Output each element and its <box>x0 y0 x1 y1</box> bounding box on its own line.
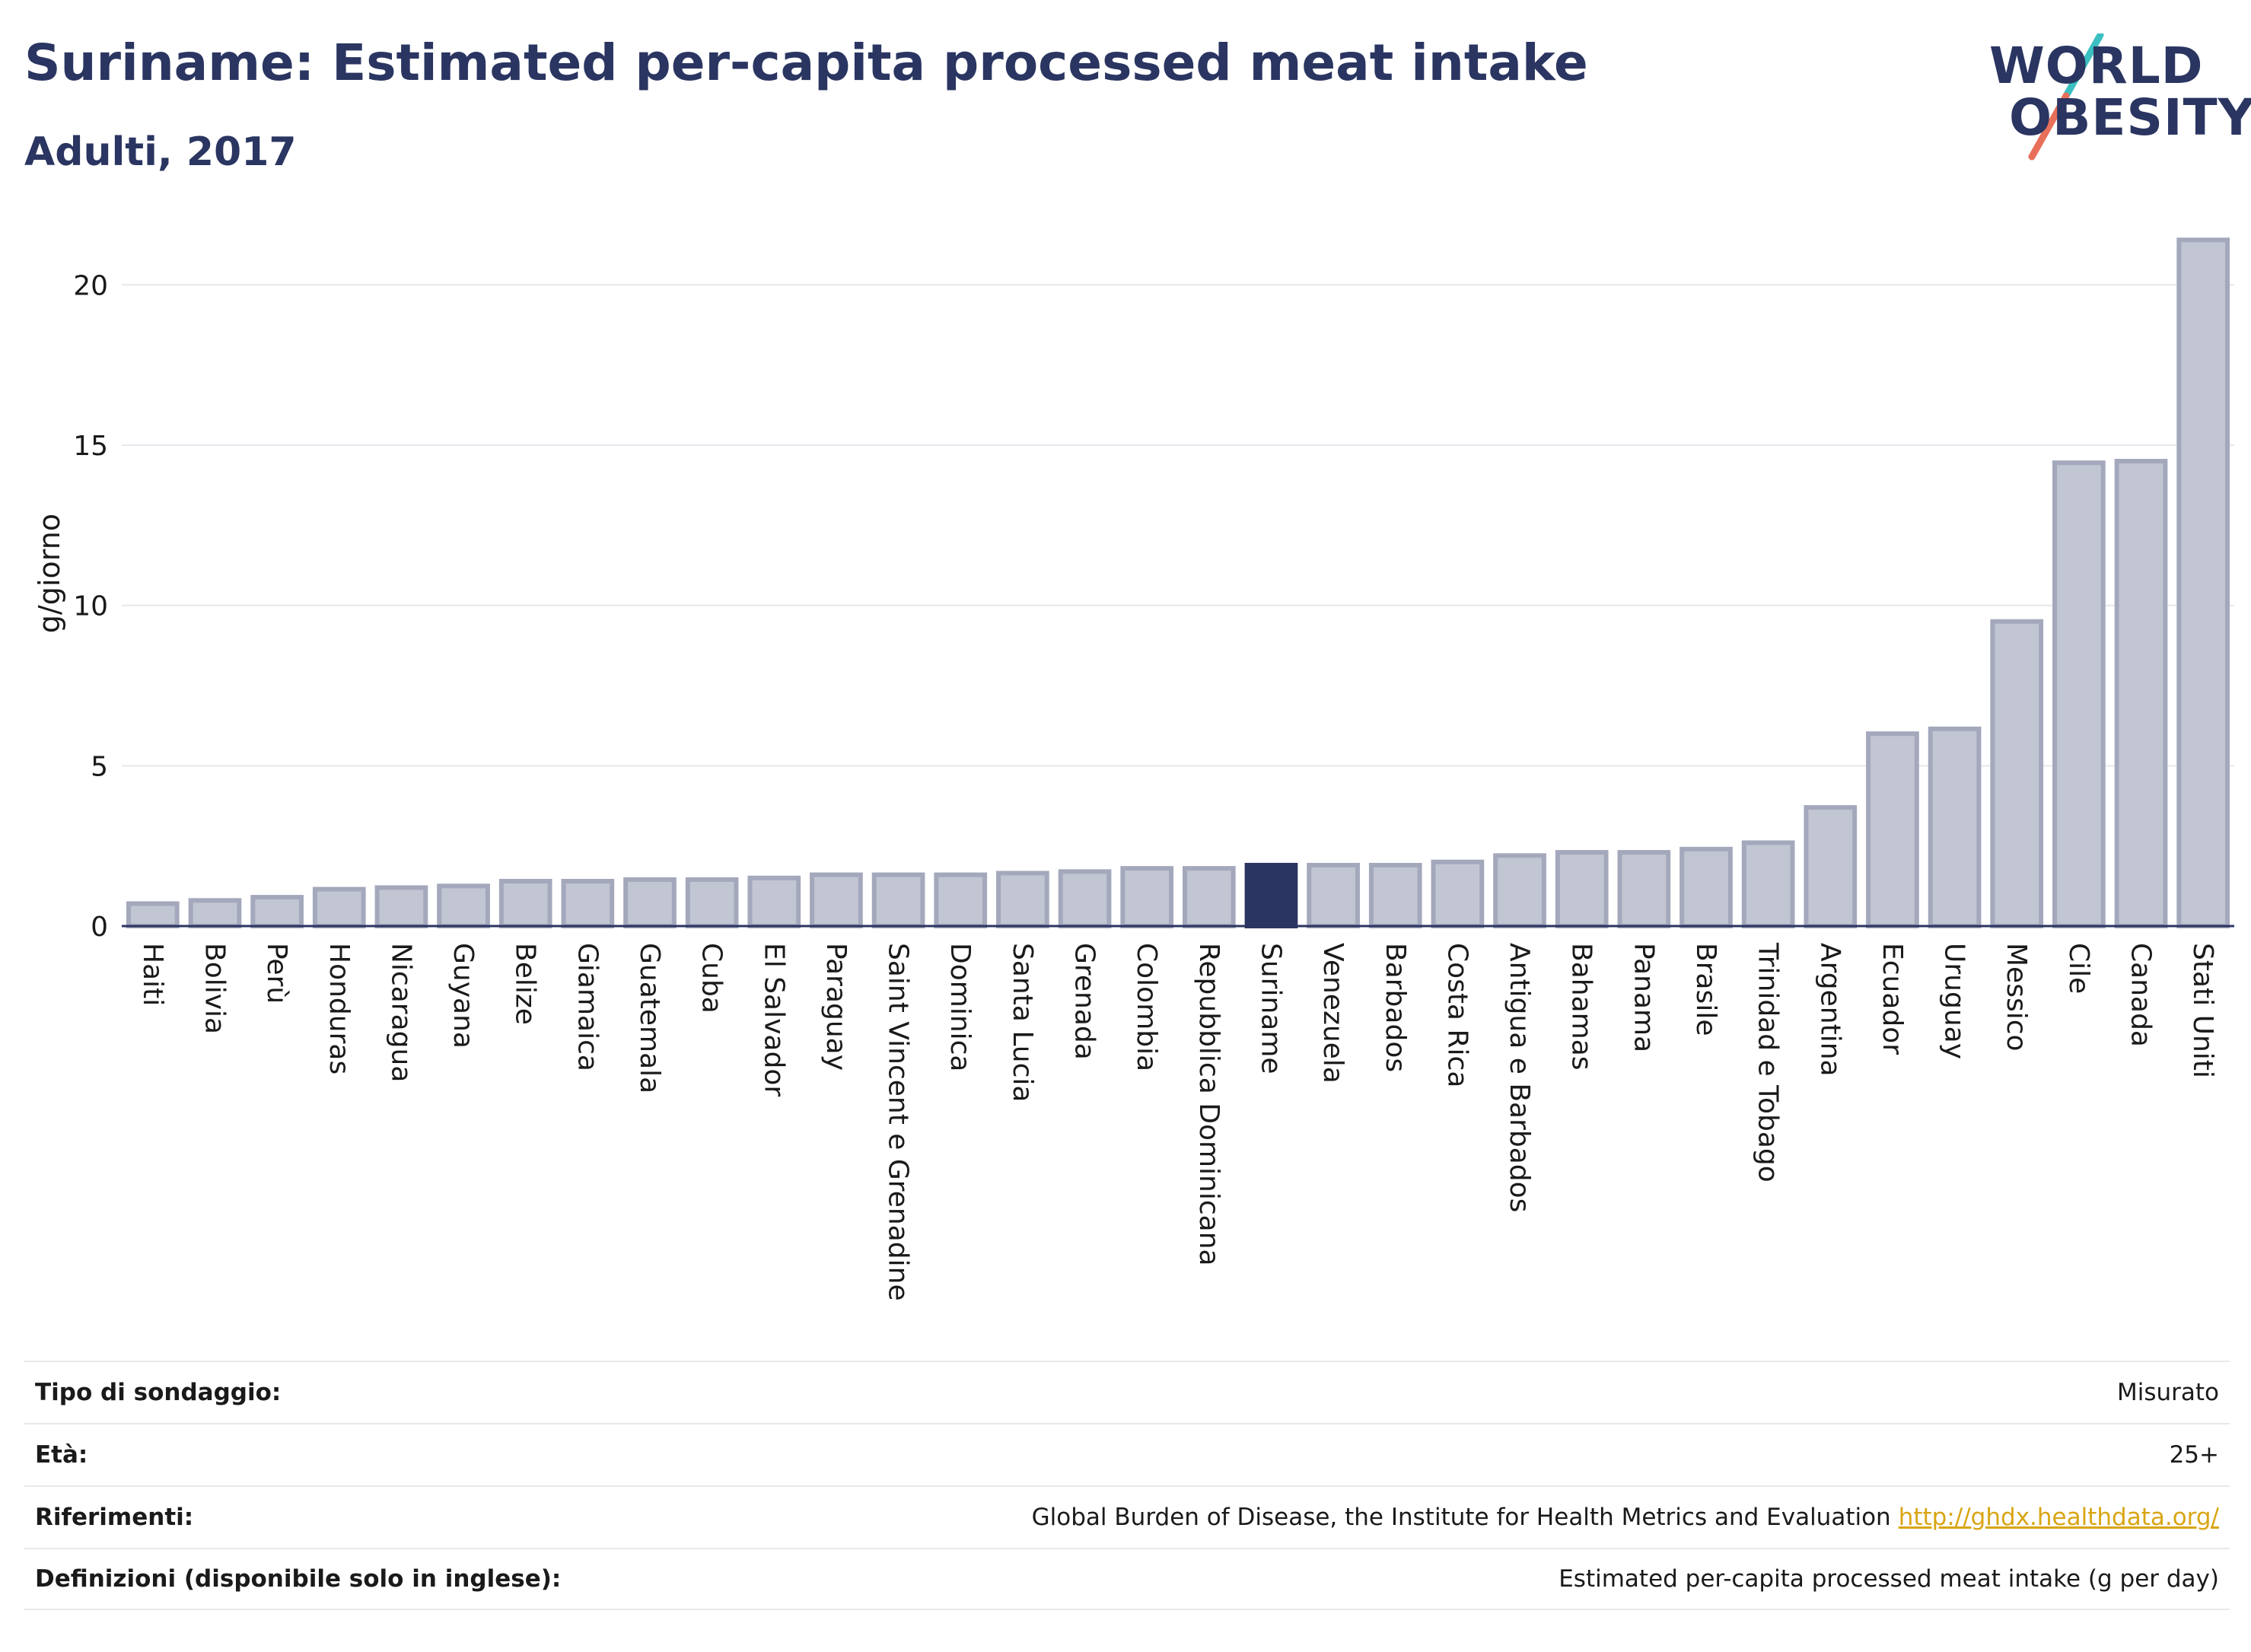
x-tick-label: El Salvador <box>758 943 789 1097</box>
bar <box>188 898 242 928</box>
bar <box>1493 853 1546 928</box>
bar <box>747 875 801 929</box>
meta-row-definitions: Definizioni (disponibile solo in inglese… <box>24 1548 2230 1610</box>
bar <box>312 886 366 928</box>
chart-title: Suriname: Estimated per-capita processed… <box>24 33 1588 92</box>
x-tick-label: Perù <box>261 943 292 1004</box>
y-tick-label: 20 <box>73 270 108 301</box>
x-tick-label: Messico <box>2001 943 2032 1052</box>
bar <box>1679 846 1733 929</box>
bar <box>1307 862 1360 929</box>
x-tick-label: Argentina <box>1814 943 1845 1077</box>
y-tick-label: 15 <box>73 431 108 462</box>
world-obesity-logo[interactable]: WORLD OBESITY <box>1979 33 2251 170</box>
x-tick-label: Belize <box>510 943 541 1025</box>
bar <box>1617 850 1671 928</box>
reference-text: Global Burden of Disease, the Institute … <box>1031 1504 1891 1531</box>
bar <box>1120 866 1174 928</box>
meta-value: Global Burden of Disease, the Institute … <box>1032 1504 2219 1531</box>
bar <box>623 877 677 929</box>
logo-line-2: OBESITY <box>2009 88 2251 147</box>
bar <box>1244 862 1298 929</box>
bar <box>2176 237 2230 929</box>
bar <box>810 872 863 929</box>
logo-slash-icon <box>2028 33 2104 161</box>
chart-subtitle: Adulti, 2017 <box>24 129 297 175</box>
bar <box>1990 619 2044 928</box>
bar <box>1866 731 1919 928</box>
x-tick-label: Antigua e Barbados <box>1504 943 1535 1212</box>
bar <box>1182 866 1236 928</box>
bar <box>1368 862 1422 929</box>
bar <box>437 883 490 928</box>
x-tick-label: Paraguay <box>820 943 852 1071</box>
x-tick-label: Guatemala <box>634 943 665 1093</box>
x-tick-label: Honduras <box>323 943 355 1074</box>
x-tick-label: Bolivia <box>199 943 230 1034</box>
x-tick-label: Repubblica Dominicana <box>1193 943 1224 1266</box>
meta-label: Tipo di sondaggio: <box>35 1379 282 1406</box>
x-tick-label: Haiti <box>137 943 168 1006</box>
bar <box>498 879 552 929</box>
x-tick-label: Venezuela <box>1317 943 1348 1084</box>
y-tick-label: 10 <box>73 591 108 622</box>
meta-value: Estimated per-capita processed meat inta… <box>1559 1565 2219 1593</box>
bar <box>561 879 615 929</box>
bar <box>1555 850 1609 928</box>
metadata-table: Tipo di sondaggio: Misurato Età: 25+ Rif… <box>24 1361 2230 1610</box>
x-tick-label: Cuba <box>696 943 728 1014</box>
x-tick-label: Saint Vincent e Grenadine <box>883 943 914 1301</box>
bar <box>685 877 739 929</box>
x-tick-label: Canada <box>2125 943 2157 1047</box>
meta-label: Età: <box>35 1441 88 1469</box>
bar <box>996 871 1049 928</box>
logo-line-1: WORLD <box>1989 37 2204 95</box>
bar <box>2114 459 2168 929</box>
x-tick-label: Santa Lucia <box>1007 943 1038 1102</box>
bar <box>250 895 304 928</box>
bar <box>374 885 428 928</box>
x-tick-label: Grenada <box>1069 943 1100 1060</box>
bar <box>934 872 988 929</box>
bar <box>126 901 180 928</box>
x-tick-label: Panama <box>1628 943 1659 1052</box>
bar <box>1058 869 1112 928</box>
x-tick-label: Barbados <box>1380 943 1411 1072</box>
x-tick-label: Cile <box>2063 943 2094 994</box>
x-tick-label: Giamaica <box>572 943 603 1071</box>
bar <box>871 872 925 929</box>
meta-label: Definizioni (disponibile solo in inglese… <box>35 1565 562 1593</box>
meta-value: Misurato <box>2116 1379 2219 1406</box>
meta-row-references: Riferimenti: Global Burden of Disease, t… <box>24 1485 2230 1548</box>
x-tick-label: Costa Rica <box>1441 943 1473 1087</box>
bar <box>1431 859 1485 929</box>
x-tick-label: Ecuador <box>1877 943 1908 1055</box>
bar <box>1741 840 1795 928</box>
x-tick-label: Nicaragua <box>385 943 416 1082</box>
bar <box>2052 460 2106 929</box>
x-tick-label: Guyana <box>447 943 479 1049</box>
x-tick-label: Trinidad e Tobago <box>1753 942 1784 1183</box>
meta-label: Riferimenti: <box>35 1504 194 1531</box>
meta-row-age: Età: 25+ <box>24 1423 2230 1485</box>
x-tick-label: Suriname <box>1255 943 1286 1074</box>
x-tick-label: Bahamas <box>1566 943 1597 1071</box>
x-tick-label: Dominica <box>944 943 976 1072</box>
y-axis-label: g/giorno <box>33 514 66 633</box>
x-tick-label: Uruguay <box>1939 943 1970 1059</box>
meta-value: 25+ <box>2169 1441 2219 1469</box>
reference-link[interactable]: http://ghdx.healthdata.org/ <box>1898 1504 2219 1531</box>
bar <box>1928 726 1982 929</box>
y-tick-label: 0 <box>91 912 108 943</box>
x-tick-label: Colombia <box>1131 943 1162 1071</box>
bar <box>1804 805 1858 928</box>
y-tick-label: 5 <box>91 751 108 782</box>
x-tick-label: Brasile <box>1690 943 1721 1036</box>
bar-chart: 0 5 10 15 20 g/giorno Haiti Bolivia Perù Honduras… <box>33 237 2234 1301</box>
meta-row-survey-type: Tipo di sondaggio: Misurato <box>24 1361 2230 1423</box>
x-tick-label: Stati Uniti <box>2187 943 2218 1078</box>
